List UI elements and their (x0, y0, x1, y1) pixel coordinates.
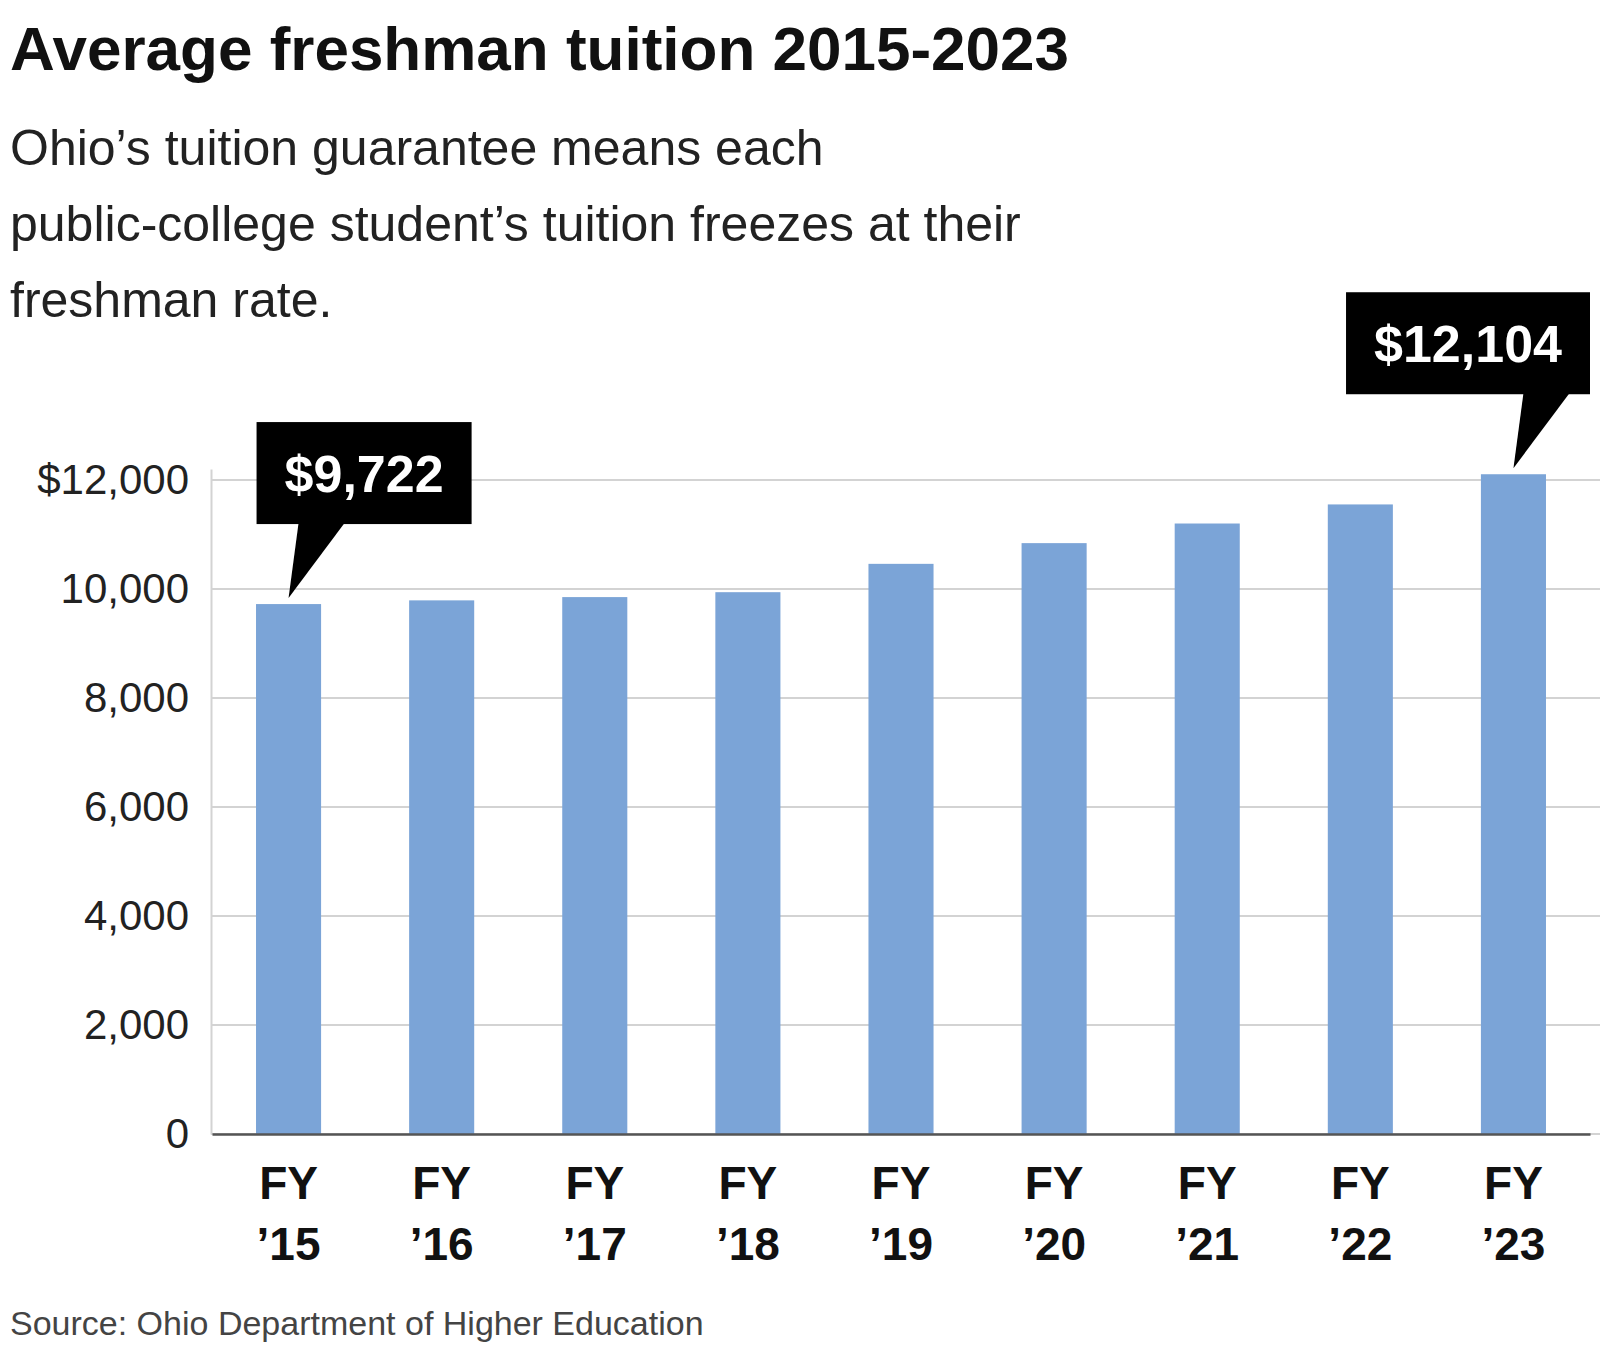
x-tick-label-line: ’20 (1022, 1218, 1086, 1270)
x-tick-label-line: FY (259, 1157, 318, 1209)
x-tick-label-line: ’21 (1175, 1218, 1239, 1270)
x-tick-label-line: FY (565, 1157, 624, 1209)
x-tick-label: FY ’15 (257, 1157, 321, 1270)
chart-container: Average freshman tuition 2015-2023 Ohio’s… (0, 0, 1600, 1360)
x-tick: FY ’19 (869, 1134, 933, 1270)
subtitle: Ohio’s tuition guarantee means each publi… (10, 120, 1021, 328)
y-tick-label: 2,000 (84, 1001, 189, 1048)
grid (211, 480, 1600, 1134)
chart-svg: Average freshman tuition 2015-2023 Ohio’s… (0, 0, 1600, 1360)
bar (1175, 524, 1240, 1134)
y-axis: 0 2,000 4,000 6,000 8,000 10,000 $12,000 (37, 456, 211, 1157)
bar (256, 604, 321, 1134)
x-tick-label: FY ’16 (410, 1157, 474, 1270)
bar (409, 600, 474, 1134)
x-tick-label: FY ’19 (869, 1157, 933, 1270)
x-tick-label-line: ’18 (716, 1218, 780, 1270)
x-tick-label: FY ’23 (1481, 1157, 1545, 1270)
subtitle-line: public-college student’s tuition freezes… (10, 196, 1021, 252)
y-tick-label: 10,000 (61, 565, 189, 612)
y-tick: 10,000 (61, 565, 211, 612)
x-tick-label: FY ’18 (716, 1157, 780, 1270)
x-tick: FY ’16 (410, 1134, 474, 1270)
x-tick-label-line: ’22 (1328, 1218, 1392, 1270)
callout: $12,104 (1346, 292, 1590, 468)
y-tick: 4,000 (84, 892, 211, 939)
subtitle-line: freshman rate. (10, 272, 332, 328)
x-tick: FY ’17 (563, 1134, 627, 1270)
data-labels: $9,722 $12,104 (257, 292, 1590, 598)
y-tick-label: $12,000 (37, 456, 189, 503)
bar (868, 564, 933, 1134)
x-axis: FY ’15 FY ’16 FY ’17 FY ’18 FY ’19 FY ’20 FY ’21 FY ’22… (213, 1134, 1591, 1270)
x-tick-label: FY ’22 (1328, 1157, 1392, 1270)
bar (1022, 543, 1087, 1134)
bar (562, 597, 627, 1134)
x-tick-label-line: ’15 (257, 1218, 321, 1270)
callout-box (257, 422, 472, 524)
x-tick-label: FY ’21 (1175, 1157, 1239, 1270)
x-tick: FY ’15 (257, 1134, 321, 1270)
x-axis-line (213, 1133, 1591, 1136)
callout: $9,722 (257, 422, 472, 598)
x-tick-label-line: FY (872, 1157, 931, 1209)
x-tick: FY ’22 (1328, 1134, 1392, 1270)
x-tick-label-line: FY (718, 1157, 777, 1209)
x-tick-label-line: FY (1331, 1157, 1390, 1209)
x-tick-label-line: ’16 (410, 1218, 474, 1270)
y-tick: 0 (166, 1110, 211, 1157)
bar (1328, 504, 1393, 1134)
y-tick-label: 4,000 (84, 892, 189, 939)
x-tick: FY ’20 (1022, 1134, 1086, 1270)
callout-box (1346, 292, 1590, 394)
x-tick-label-line: ’17 (563, 1218, 627, 1270)
x-tick-label-line: FY (1178, 1157, 1237, 1209)
y-tick: 2,000 (84, 1001, 211, 1048)
x-tick-label-line: FY (412, 1157, 471, 1209)
y-tick-label: 8,000 (84, 674, 189, 721)
callout-pointer (289, 523, 345, 598)
callout-pointer (1513, 393, 1569, 468)
x-tick-label: FY ’20 (1022, 1157, 1086, 1270)
bar (715, 592, 780, 1134)
y-tick: $12,000 (37, 456, 211, 503)
x-tick-label: FY ’17 (563, 1157, 627, 1270)
subtitle-line: Ohio’s tuition guarantee means each (10, 120, 824, 176)
x-tick: FY ’21 (1175, 1134, 1239, 1270)
y-tick-label: 6,000 (84, 783, 189, 830)
x-tick-label-line: FY (1484, 1157, 1543, 1209)
x-tick-label-line: ’19 (869, 1218, 933, 1270)
grid-line (211, 1133, 1600, 1135)
x-tick-label-line: FY (1025, 1157, 1084, 1209)
data-label: $9,722 (285, 445, 444, 503)
y-tick: 8,000 (84, 674, 211, 721)
data-label: $12,104 (1374, 315, 1562, 373)
x-tick: FY ’18 (716, 1134, 780, 1270)
y-tick: 6,000 (84, 783, 211, 830)
x-tick: FY ’23 (1481, 1134, 1545, 1270)
y-axis-line (211, 470, 213, 1135)
bar (1481, 474, 1546, 1134)
y-tick-label: 0 (166, 1110, 189, 1157)
title: Average freshman tuition 2015-2023 (10, 14, 1069, 83)
source: Source: Ohio Department of Higher Educat… (10, 1304, 704, 1342)
bars (256, 474, 1546, 1134)
x-tick-label-line: ’23 (1481, 1218, 1545, 1270)
